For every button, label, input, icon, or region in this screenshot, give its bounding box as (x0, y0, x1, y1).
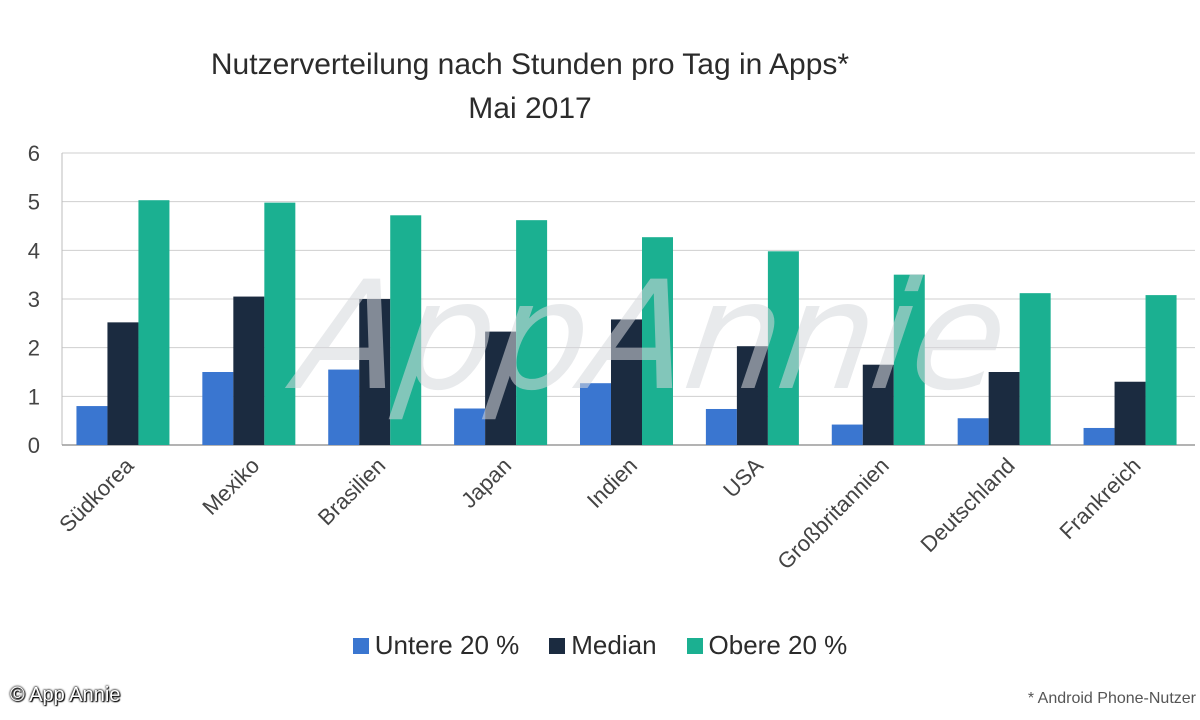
bar (705, 408, 737, 445)
bar (611, 319, 642, 445)
bar (76, 406, 108, 445)
bar (359, 299, 391, 445)
bar (1145, 295, 1177, 445)
chart-subtitle: Mai 2017 (468, 92, 592, 125)
bar (328, 369, 360, 445)
bar (736, 346, 768, 445)
y-tick-label: 4 (28, 238, 40, 263)
y-tick-label: 2 (28, 336, 40, 361)
y-tick-label: 1 (28, 384, 40, 409)
bar (862, 364, 894, 445)
bar (138, 200, 170, 445)
bar (988, 372, 1020, 445)
x-tick-label: Brasilien (313, 453, 390, 530)
bar (516, 220, 548, 445)
legend-swatch-untere (352, 637, 369, 654)
x-tick-label: Mexiko (197, 453, 264, 520)
copyright-label: © App Annie (10, 684, 121, 706)
bar (642, 237, 673, 445)
legend-item-median: Median (549, 630, 657, 661)
x-tick-label: Frankreich (1054, 453, 1145, 544)
bar (767, 251, 799, 445)
bar (390, 215, 422, 445)
y-tick-label: 0 (28, 433, 40, 458)
x-tick-label: Japan (456, 453, 516, 513)
legend-label-untere: Untere 20 % (374, 630, 520, 660)
bar (831, 424, 863, 445)
bar (107, 322, 139, 445)
y-tick-label: 5 (28, 190, 40, 215)
x-tick-label: Großbritannien (772, 453, 893, 574)
legend-label-obere: Obere 20 % (708, 630, 848, 660)
bar (233, 296, 265, 445)
bar (202, 372, 234, 445)
x-tick-label: Indien (582, 453, 642, 513)
x-tick-label: USA (718, 453, 768, 503)
bar (1114, 381, 1146, 445)
legend-item-untere: Untere 20 % (352, 630, 520, 661)
bar (1083, 427, 1115, 445)
bar (957, 418, 989, 445)
y-tick-label: 6 (28, 141, 40, 166)
x-tick-label: Deutschland (916, 453, 1020, 557)
legend-swatch-obere (686, 637, 703, 654)
footnote-label: * Android Phone-Nutzer (1027, 690, 1196, 707)
legend-label-median: Median (571, 630, 657, 660)
x-tick-label: Südkorea (54, 452, 139, 537)
bar (264, 202, 296, 445)
chart-legend: Untere 20 % Median Obere 20 % (0, 630, 1200, 661)
legend-swatch-median (549, 637, 566, 654)
bar (1019, 293, 1051, 445)
legend-item-obere: Obere 20 % (686, 630, 848, 661)
chart-title: Nutzerverteilung nach Stunden pro Tag in… (210, 48, 850, 81)
bar (893, 274, 925, 445)
y-tick-label: 3 (28, 287, 40, 312)
bar (580, 383, 611, 445)
bar (454, 408, 486, 445)
bar (485, 331, 517, 445)
